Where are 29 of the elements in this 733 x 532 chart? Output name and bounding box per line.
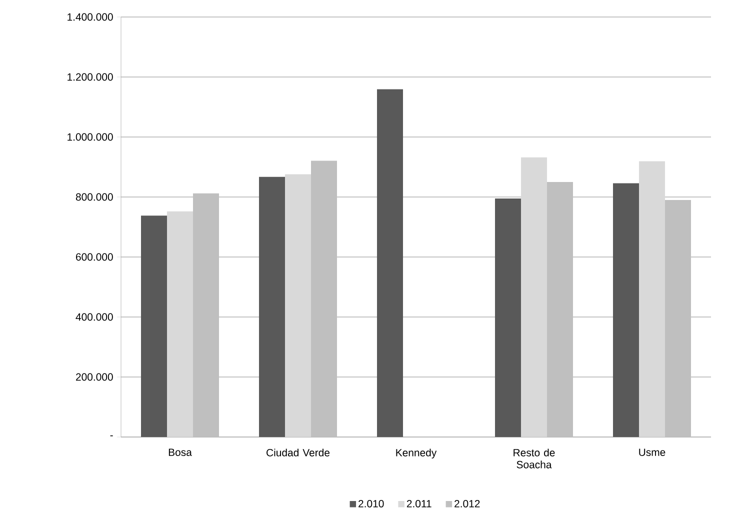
- y-tick-label: 1.400.000: [68, 13, 113, 21]
- legend-label: 2.012: [454, 500, 480, 508]
- legend-label: 2.011: [406, 500, 432, 508]
- y-tick-label: 1.000.000: [68, 133, 113, 141]
- y-tick-label: 600.000: [76, 253, 113, 261]
- x-tick-label: Usme: [639, 448, 666, 456]
- y-tick-label: 400.000: [76, 313, 113, 321]
- bar: [613, 183, 640, 437]
- bar: [665, 200, 692, 437]
- y-tick-label: 1.200.000: [68, 73, 113, 81]
- y-tick-label: -: [110, 435, 113, 436]
- bar: [285, 174, 312, 437]
- x-tick-label: Bosa: [168, 448, 192, 456]
- bar: [521, 157, 548, 437]
- bar: [167, 211, 193, 437]
- bar: [495, 198, 522, 437]
- x-tick-label: Ciudad Verde: [266, 448, 330, 456]
- y-tick-label: 800.000: [76, 193, 113, 201]
- bar: [259, 176, 286, 437]
- bar: [193, 193, 219, 437]
- x-tick-label: Resto de Soacha: [514, 448, 555, 468]
- legend-label: 2.010: [358, 500, 384, 508]
- bar: [377, 89, 404, 437]
- bar: [639, 161, 666, 437]
- bar: [547, 182, 574, 437]
- x-tick-label: Kennedy: [396, 448, 437, 458]
- y-tick-label: 200.000: [76, 373, 113, 381]
- bar: [311, 160, 338, 437]
- bar: [141, 216, 167, 437]
